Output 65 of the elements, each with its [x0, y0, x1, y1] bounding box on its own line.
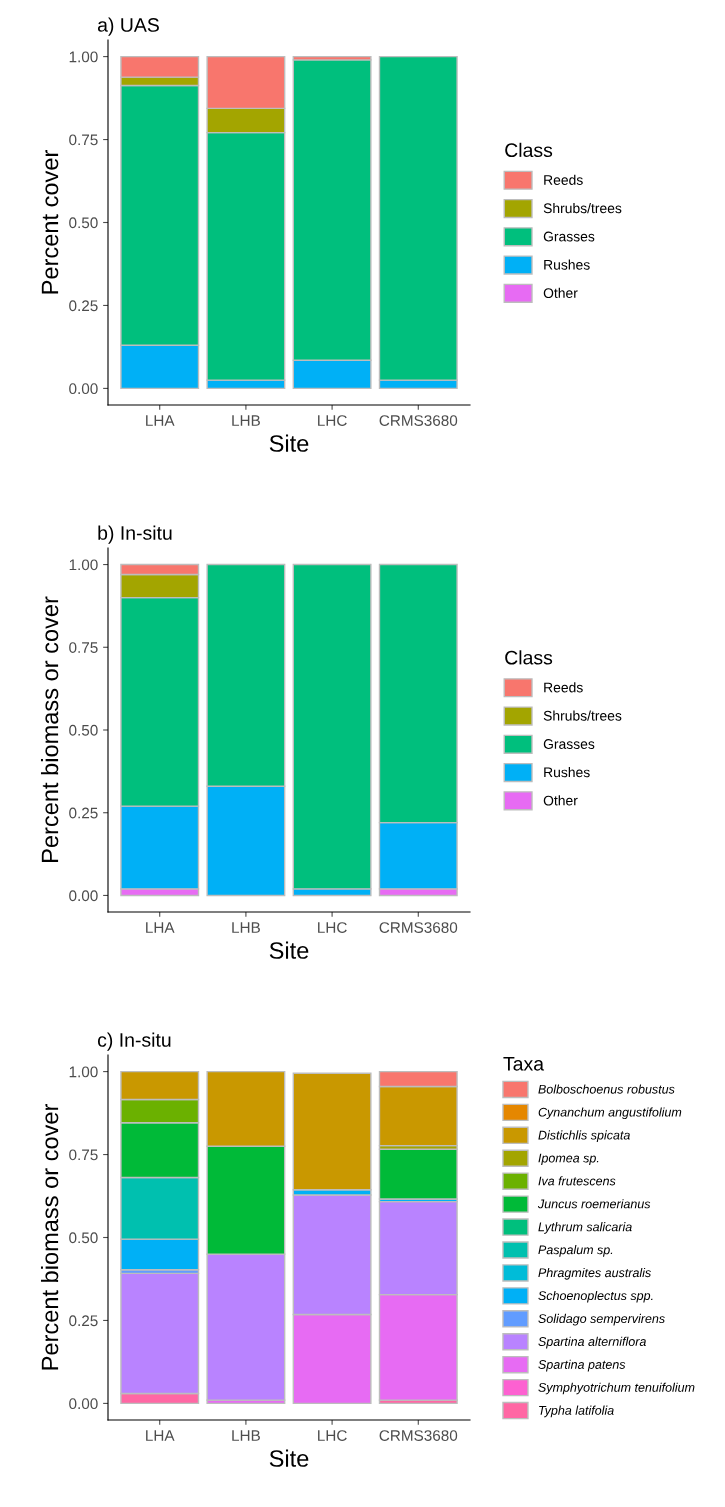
y-tick-label: 0.00 — [69, 1398, 98, 1410]
legend-label: Typha latifolia — [539, 1405, 614, 1418]
legend-title: Taxa — [503, 1057, 545, 1071]
chart-title: c) In-situ — [97, 1032, 171, 1051]
chart-title: b) In-situ — [98, 525, 172, 544]
chart-title: a) UAS — [97, 17, 159, 36]
x-axis-title: Site — [269, 1449, 309, 1467]
x-axis-title: Site — [269, 941, 309, 959]
y-tick-label: 0.75 — [69, 642, 98, 653]
legend-label: Symphyotrichum tenuifolium — [538, 1382, 695, 1395]
y-tick-label: 0.00 — [69, 890, 98, 902]
legend-label: Rushes — [544, 259, 590, 270]
y-tick-label: 0.25 — [69, 1315, 98, 1327]
x-tick-label: LHA — [146, 922, 175, 933]
y-axis-title: Percent cover — [41, 150, 59, 294]
y-tick-label: 0.25 — [69, 300, 98, 312]
legend-label: Distichlis spicata — [538, 1130, 630, 1142]
x-tick-label: LHB — [232, 1430, 260, 1441]
legend-label: Iva frutescens — [538, 1176, 616, 1186]
legend-label: Grasses — [543, 231, 595, 242]
y-axis-title: Percent biomass or cover — [40, 1104, 59, 1370]
y-tick-label: 0.50 — [69, 724, 98, 736]
x-tick-label: LHA — [146, 415, 175, 426]
legend-label: Spartina alterniflora — [538, 1336, 646, 1349]
legend-label: Reeds — [544, 174, 583, 185]
y-tick-label: 0.00 — [69, 383, 98, 395]
y-axis-title: Percent biomass or cover — [40, 596, 59, 862]
x-axis-title: Site — [269, 434, 309, 452]
y-tick-label: 0.75 — [69, 1149, 98, 1161]
y-tick-label: 0.25 — [69, 807, 98, 819]
y-tick-label: 0.75 — [69, 134, 98, 146]
legend-label: Rushes — [544, 767, 590, 778]
legend-label: Grasses — [543, 739, 595, 749]
legend-title: Class — [505, 142, 553, 158]
x-tick-label: LHC — [318, 922, 347, 933]
bar — [378, 1148, 458, 1200]
x-tick-label: LHC — [318, 1430, 347, 1441]
legend-title: Class — [505, 650, 553, 665]
y-tick-label: 0.50 — [69, 217, 98, 229]
y-tick-label: 1.00 — [69, 1066, 98, 1078]
y-tick-label: 0.50 — [69, 1232, 98, 1244]
legend-label: Shrubs/trees — [543, 710, 622, 721]
x-tick-label: LHB — [232, 415, 260, 426]
legend-label: Cynanchum angustifolium — [538, 1107, 682, 1120]
legend-label: Spartina patens — [538, 1359, 626, 1372]
legend-label: Lythrum salicaria — [538, 1222, 632, 1234]
x-tick-label: LHA — [146, 1430, 175, 1441]
legend-label: Juncus roemerianus — [537, 1199, 651, 1209]
legend-label: Other — [543, 795, 578, 806]
legend-label: Schoenoplectus spp. — [538, 1290, 653, 1303]
legend-label: Ipomea sp. — [538, 1153, 599, 1165]
x-tick-label: LHB — [232, 922, 260, 933]
x-tick-label: CRMS3680 — [379, 1430, 458, 1441]
x-tick-label: LHC — [318, 415, 347, 426]
legend-label: Paspalum sp. — [538, 1245, 613, 1257]
legend-label: Bolboschoenus robustus — [538, 1084, 675, 1094]
legend-label: Reeds — [544, 682, 583, 693]
x-tick-label: CRMS3680 — [379, 922, 458, 933]
y-tick-label: 1.00 — [69, 559, 98, 571]
legend-label: Phragmites australis — [538, 1267, 651, 1280]
legend-label: Shrubs/trees — [543, 202, 622, 214]
x-tick-label: CRMS3680 — [379, 415, 458, 426]
legend-label: Solidago sempervirens — [538, 1313, 665, 1326]
legend-label: Other — [543, 287, 578, 298]
y-tick-label: 1.00 — [69, 51, 98, 63]
